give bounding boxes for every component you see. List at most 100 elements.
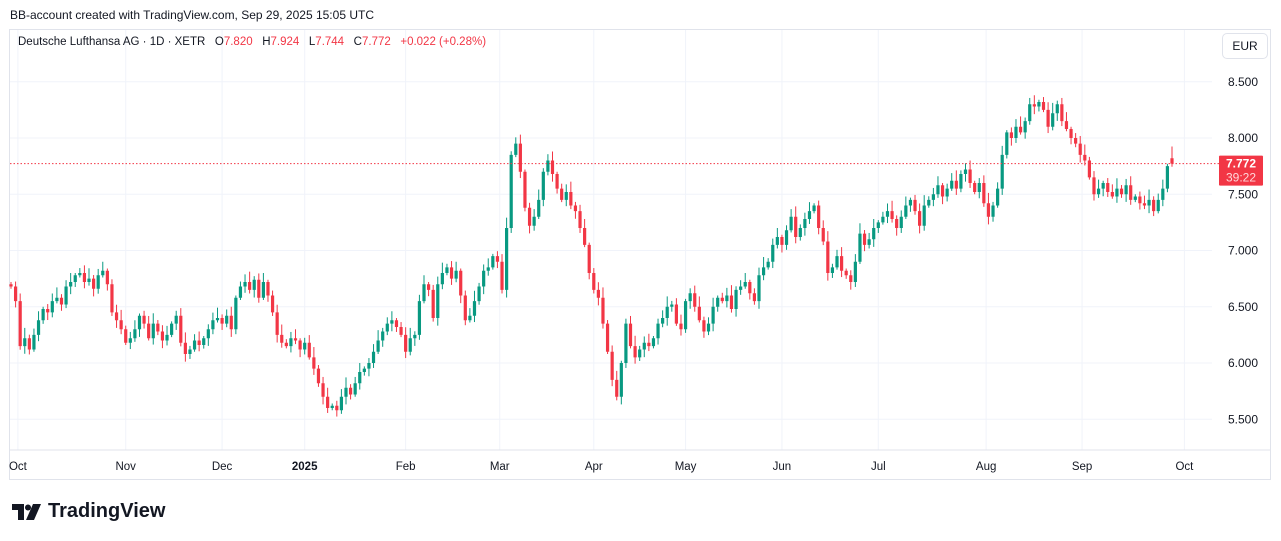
candle-body: [839, 256, 844, 271]
candle-body: [1101, 183, 1105, 189]
candle-body: [633, 346, 637, 358]
candle-body: [243, 282, 247, 287]
candle-body: [321, 383, 325, 397]
candle-body: [954, 180, 958, 189]
candle-body: [1005, 132, 1009, 155]
candle-body: [390, 320, 394, 324]
candle-body: [1152, 199, 1156, 212]
candle-body: [73, 275, 77, 282]
candle-body: [1138, 196, 1142, 204]
candle-body: [862, 233, 867, 245]
candle-body: [92, 278, 96, 289]
candle-body: [1051, 113, 1055, 127]
chart-credit: BB-account created with TradingView.com,…: [10, 8, 374, 22]
candle-body: [307, 342, 311, 358]
candle-body: [275, 312, 279, 335]
candle-body: [298, 340, 302, 350]
candle-body: [683, 301, 688, 330]
candle-body: [1170, 158, 1174, 164]
candle-body: [36, 320, 41, 335]
currency-button[interactable]: EUR: [1222, 33, 1268, 59]
candle-body: [408, 338, 412, 352]
candle-body: [261, 282, 265, 298]
candle-body: [693, 293, 697, 307]
time-tick-label: Mar: [490, 461, 510, 473]
candle-body: [890, 211, 894, 219]
high-label: H: [262, 36, 271, 48]
candle-body: [23, 338, 27, 347]
candle-body: [459, 270, 463, 296]
candle-body: [229, 315, 233, 330]
candle-body: [748, 282, 752, 294]
candle-body: [1092, 177, 1096, 195]
time-tick-label: Nov: [115, 461, 136, 473]
low-value: 7.744: [315, 36, 345, 48]
candle-body: [1096, 188, 1101, 195]
candle-body: [1087, 160, 1091, 178]
brand-name: TradingView: [48, 500, 166, 522]
candle-body: [257, 279, 261, 298]
candle-body: [706, 323, 711, 332]
candle-body: [661, 318, 665, 324]
candle-body: [426, 284, 431, 290]
tradingview-logo[interactable]: TradingView: [12, 500, 165, 523]
candle-body: [702, 320, 706, 332]
candle-body: [918, 211, 922, 226]
candle-body: [569, 192, 573, 206]
candle-body: [573, 205, 578, 212]
candle-body: [147, 323, 151, 339]
price-tick-label: 8.000: [1228, 131, 1258, 145]
candle-body: [156, 323, 160, 332]
candle-body: [605, 323, 610, 352]
chart-frame: [9, 29, 1271, 480]
last-price-value: 7.772: [1226, 157, 1256, 171]
candle-body: [500, 261, 504, 290]
candle-body: [1165, 166, 1170, 189]
candle-body: [55, 297, 59, 302]
candle-body: [798, 228, 802, 237]
candle-body: [119, 320, 123, 330]
candle-body: [560, 188, 564, 200]
candle-body: [381, 331, 385, 341]
symbol-title[interactable]: Deutsche Lufthansa AG · 1D · XETR: [18, 36, 206, 48]
candle-body: [899, 216, 903, 228]
candle-body: [362, 368, 366, 372]
candle-body: [583, 228, 587, 245]
candle-body: [711, 306, 715, 324]
price-tick-label: 6.000: [1228, 356, 1258, 370]
candle-body: [124, 329, 128, 343]
high-value: 7.924: [270, 36, 300, 48]
candle-body: [348, 387, 353, 395]
candle-body: [417, 301, 422, 335]
close-value: 7.772: [361, 36, 391, 48]
candle-body: [252, 279, 256, 290]
candle-body: [817, 205, 821, 228]
candle-body: [550, 160, 555, 174]
candle-body: [885, 211, 890, 217]
price-tick-label: 8.500: [1228, 75, 1258, 89]
candle-body: [440, 273, 444, 285]
tradingview-logo-icon: [12, 503, 41, 520]
candle-body: [1060, 104, 1064, 122]
candle-body: [495, 256, 500, 262]
candle-body: [835, 256, 839, 268]
candle-body: [404, 334, 408, 352]
candle-body: [188, 349, 192, 354]
candle-body: [963, 169, 968, 174]
time-tick-label: Oct: [9, 461, 28, 473]
candle-body: [1055, 104, 1059, 114]
candle-body: [1133, 196, 1137, 200]
candle-body: [18, 301, 22, 347]
open-value: 7.820: [223, 36, 253, 48]
candle-body: [546, 160, 550, 172]
candle-body: [27, 338, 31, 350]
candle-body: [826, 241, 830, 273]
candle-body: [537, 199, 541, 217]
candle-body: [881, 216, 885, 223]
candle-body: [716, 297, 720, 307]
candle-body: [780, 237, 784, 245]
candle-body: [353, 383, 357, 395]
candle-body: [656, 323, 660, 339]
candle-body: [610, 351, 614, 380]
